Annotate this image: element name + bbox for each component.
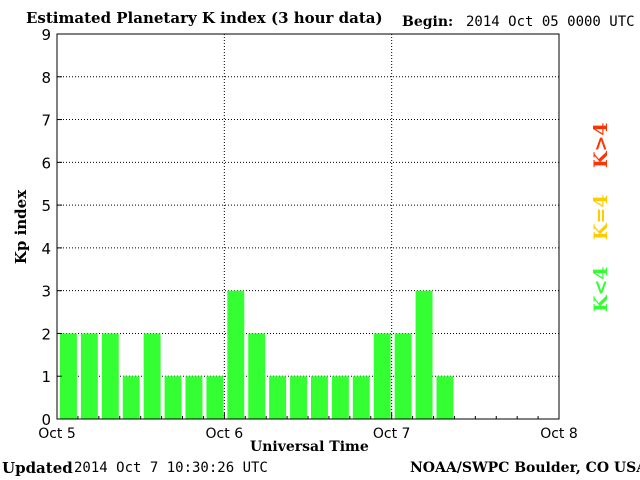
kp-bar [80, 333, 98, 419]
kp-bar [206, 376, 224, 419]
kp-bar [394, 333, 412, 419]
y-tick-label: 5 [41, 197, 51, 215]
y-tick-label: 4 [41, 240, 51, 258]
plot-frame [56, 33, 560, 420]
credit-text: NOAA/SWPC Boulder, CO USA [410, 460, 640, 476]
x-tick-label: Oct 7 [373, 426, 411, 442]
chart-title: Estimated Planetary K index (3 hour data… [26, 9, 383, 27]
x-axis-label: Universal Time [250, 439, 369, 455]
x-axis-ticks: Oct 5 Oct 6 Oct 7 Oct 8 [38, 413, 578, 442]
y-tick-label: 6 [41, 154, 51, 172]
x-tick-label: Oct 6 [206, 426, 244, 442]
begin-label: Begin: [402, 14, 454, 30]
y-tick-label: 7 [41, 112, 51, 130]
kp-bar [290, 376, 307, 419]
kp-bar [269, 376, 287, 419]
kp-bar [373, 333, 391, 419]
bars-group [60, 290, 454, 419]
kp-bar [164, 376, 182, 419]
y-axis-label: Kp index [12, 189, 30, 265]
y-tick-label: 1 [41, 368, 51, 386]
kp-bar [436, 376, 454, 419]
kp-bar [185, 376, 203, 419]
updated-value: 2014 Oct 7 10:30:26 UTC [74, 460, 268, 476]
legend-mid: K=4 [590, 194, 612, 240]
kp-bar [248, 333, 266, 419]
updated-label: Updated [2, 459, 73, 477]
kp-bar [311, 376, 328, 419]
kp-bar [352, 376, 370, 419]
y-tick-label: 3 [41, 283, 51, 301]
y-tick-label: 2 [41, 325, 51, 343]
kp-bar [60, 333, 77, 419]
y-tick-label: 0 [41, 411, 51, 429]
grid-lines [57, 34, 559, 419]
kp-bar [331, 376, 349, 419]
y-axis-ticks: 0 1 2 3 4 5 6 7 8 9 [41, 26, 62, 429]
x-tick-label: Oct 8 [540, 426, 578, 442]
y-tick-label: 9 [41, 26, 51, 44]
kp-bar [415, 290, 433, 419]
legend-low: K<4 [590, 266, 612, 312]
kp-bar [227, 290, 245, 419]
kp-bar [122, 376, 140, 419]
kp-bar [101, 333, 119, 419]
x-tick-label: Oct 5 [38, 426, 76, 442]
legend-high: K>4 [590, 122, 612, 168]
begin-value: 2014 Oct 05 0000 UTC [466, 14, 635, 30]
kp-bar [143, 333, 161, 419]
y-tick-label: 8 [41, 69, 51, 87]
